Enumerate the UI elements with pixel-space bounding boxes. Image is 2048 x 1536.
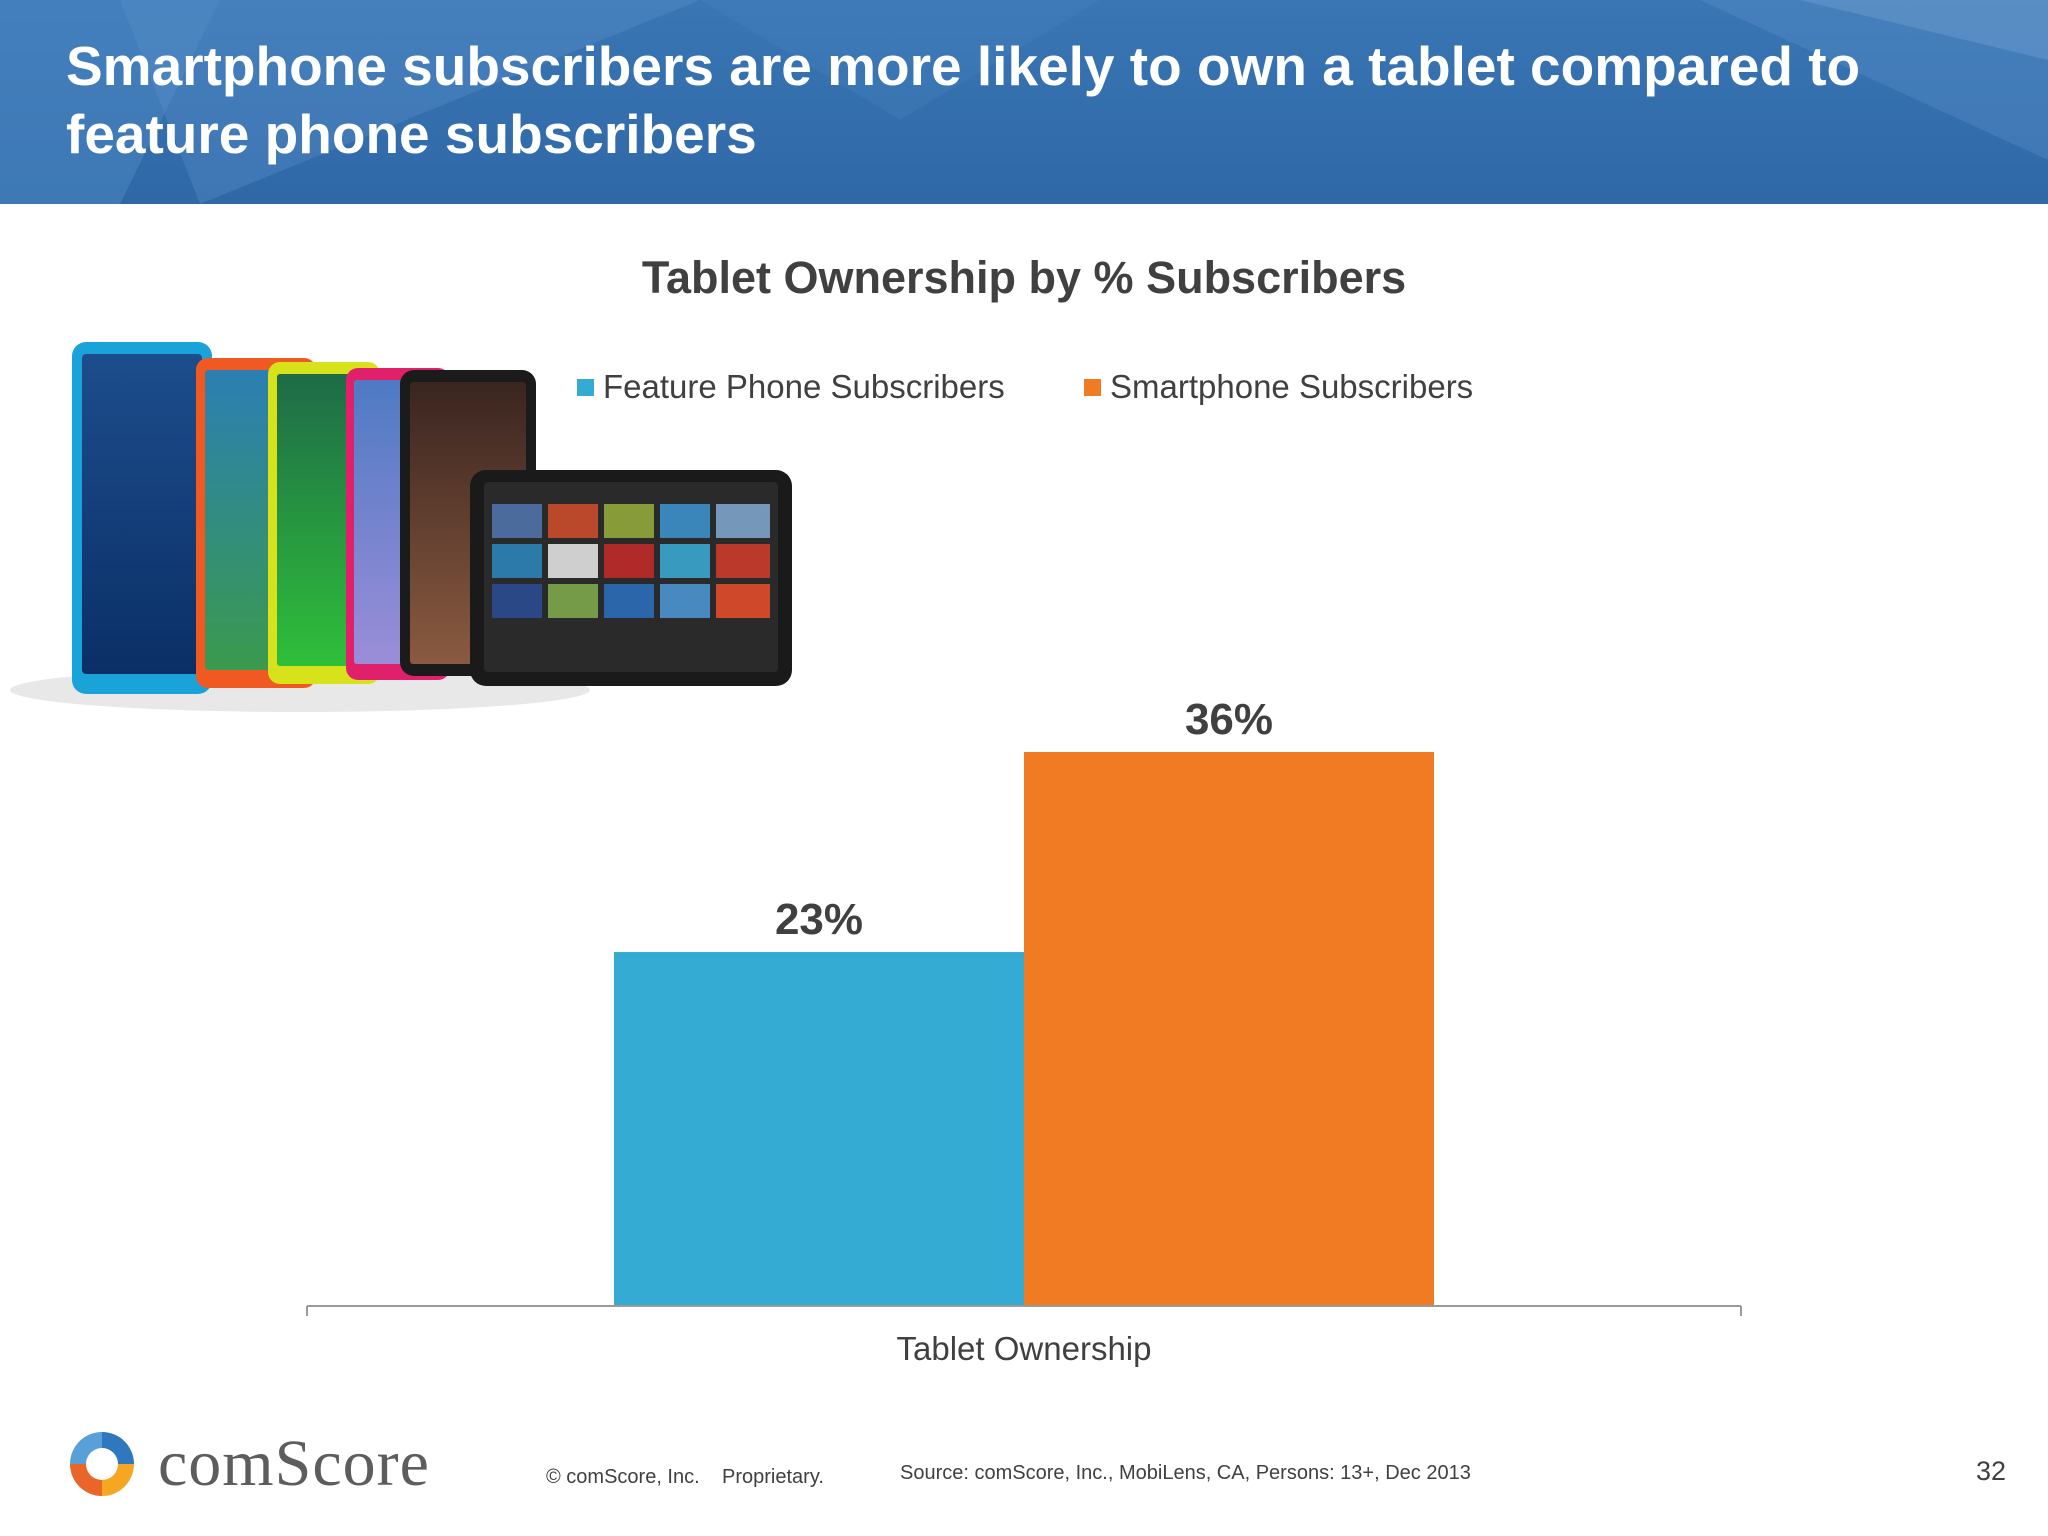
title-banner: Smartphone subscribers are more likely t…	[0, 0, 2048, 204]
chart-legend: Feature Phone Subscribers Smartphone Sub…	[0, 368, 2048, 414]
bar-chart: 23% 36% Tablet Ownership	[306, 695, 1742, 1367]
legend-label-smartphone: Smartphone Subscribers	[1110, 368, 1474, 405]
legend-swatch-feature-phone	[577, 378, 594, 396]
legend-swatch-smartphone	[1084, 378, 1101, 396]
legend-item-smartphone: Smartphone Subscribers	[1084, 368, 1473, 406]
slide-title: Smartphone subscribers are more likely t…	[66, 35, 1861, 165]
legend-item-feature-phone: Feature Phone Subscribers	[577, 368, 1005, 406]
page-number: 32	[1975, 1456, 2006, 1486]
data-label-smartphone: 36%	[1185, 695, 1273, 744]
footer-copyright: © comScore, Inc.	[546, 1466, 700, 1488]
comscore-wordmark: comScore	[158, 1427, 430, 1500]
tablet-black-landscape	[470, 470, 792, 686]
tablet-cyan	[72, 342, 212, 694]
footer-source: Source: comScore, Inc., MobiLens, CA, Pe…	[900, 1462, 1471, 1484]
chart-title: Tablet Ownership by % Subscribers	[641, 252, 1407, 303]
bar-smartphone	[1024, 752, 1434, 1306]
footer-proprietary: Proprietary.	[722, 1466, 824, 1488]
bar-group: 23% 36%	[614, 695, 1434, 1306]
comscore-logo: comScore	[66, 1428, 486, 1500]
banner-background-facets	[0, 0, 2048, 204]
legend-label-feature-phone: Feature Phone Subscribers	[603, 368, 1005, 405]
comscore-logo-mark-icon	[70, 1432, 134, 1496]
data-label-feature-phone: 23%	[775, 895, 863, 944]
x-category-label: Tablet Ownership	[897, 1330, 1152, 1367]
tablets-photo	[10, 342, 792, 712]
bar-feature-phone	[614, 952, 1024, 1306]
